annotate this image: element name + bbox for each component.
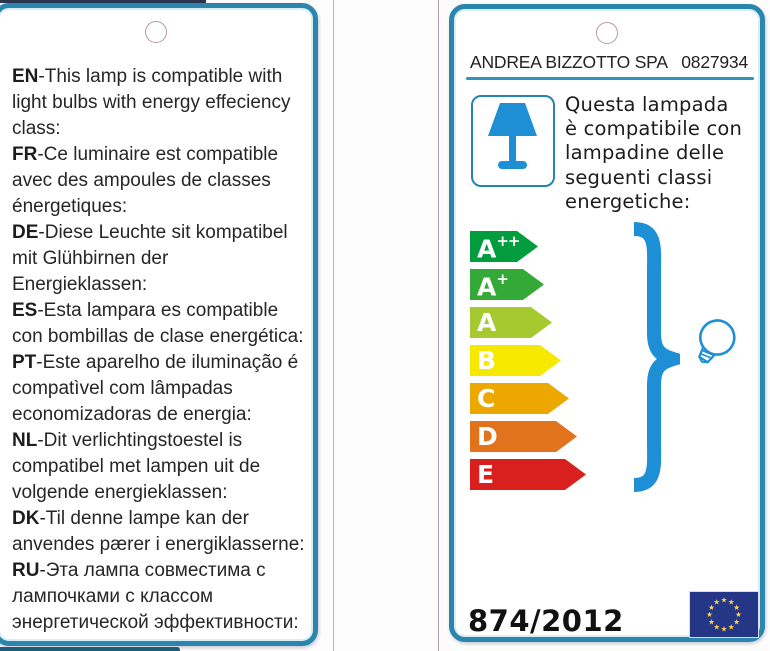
text-line: FR-Ce luminaire est compatible	[12, 144, 279, 165]
brand-name: ANDREA BIZZOTTO SPA	[470, 52, 668, 72]
text-line: avec des ampoules de classes	[12, 170, 271, 191]
adjacent-tag-edge-bottom	[0, 647, 180, 651]
text-line: лампочками с классом	[12, 586, 214, 607]
text-line: énergetiques:	[12, 196, 128, 217]
energy-label-tag: ANDREA BIZZOTTO SPA 0827934 Questa lampa…	[449, 4, 765, 642]
light-bulb-icon	[697, 319, 736, 364]
language-prefix: DE	[12, 222, 39, 243]
curly-brace-icon	[633, 222, 680, 492]
description-line: energetiche:	[565, 189, 691, 213]
svg-text:★: ★	[708, 617, 715, 626]
eu-flag-icon: ★ ★ ★ ★ ★ ★ ★ ★ ★ ★ ★ ★	[690, 592, 758, 637]
description-line: lampadine delle	[565, 141, 725, 165]
text-line: DE-Diese Leuchte sit kompatibel	[12, 222, 288, 243]
text-line: DK-Til denne lampe kan der	[12, 508, 249, 529]
energy-class-arrow: C	[470, 383, 569, 414]
description-line: Questa lampada	[565, 93, 729, 116]
svg-text:★: ★	[713, 623, 720, 632]
description-line: seguenti classi	[565, 165, 713, 189]
tag-header: ANDREA BIZZOTTO SPA 0827934	[470, 52, 748, 73]
text-line: economizadoras de energia:	[12, 404, 252, 425]
energy-class-arrow: A++	[470, 231, 538, 262]
energy-class-label: C	[477, 384, 496, 413]
language-prefix: PT	[12, 352, 37, 373]
cut-line	[438, 0, 439, 651]
energy-class-label: A++	[477, 232, 520, 264]
italian-description: Questa lampada è compatibile con lampadine…	[565, 93, 761, 214]
header-underline	[466, 77, 754, 80]
energy-class-label: B	[477, 346, 497, 375]
language-prefix: DK	[12, 508, 40, 529]
text-line: compatibel met lampen uit de	[12, 456, 261, 477]
svg-text:★: ★	[733, 617, 740, 626]
svg-text:★: ★	[706, 610, 713, 619]
punch-hole-icon	[144, 21, 167, 43]
svg-text:★: ★	[735, 610, 742, 619]
energy-class-arrow: D	[470, 421, 577, 452]
regulation-number: 874/2012	[468, 604, 624, 638]
text-line: light bulbs with energy effeciency	[12, 92, 291, 113]
svg-text:★: ★	[721, 625, 728, 634]
language-prefix: ES	[12, 300, 38, 321]
description-line: è compatibile con	[565, 117, 743, 141]
svg-text:★: ★	[708, 603, 715, 612]
text-line: class:	[12, 118, 61, 139]
text-line: PT-Este aparelho de iluminação é	[12, 352, 299, 373]
text-line: mit Glühbirnen der	[12, 248, 169, 269]
text-line: volgende energieklassen:	[12, 482, 228, 503]
energy-class-arrow: A	[470, 307, 552, 338]
language-prefix: NL	[12, 430, 38, 451]
text-line: anvendes pærer i energiklasserne:	[12, 534, 305, 555]
text-line: Energieklassen:	[12, 274, 148, 295]
language-prefix: RU	[12, 560, 40, 581]
punch-hole-icon	[596, 22, 618, 44]
text-line: EN-This lamp is compatible with	[12, 66, 283, 87]
text-line: энергетической эффективности:	[12, 612, 299, 633]
energy-class-scale: A++ A+ A B C D E	[470, 231, 586, 497]
language-prefix: FR	[12, 144, 38, 165]
language-prefix: EN	[12, 66, 39, 87]
text-line: con bombillas de clase energética:	[12, 326, 304, 347]
text-line: NL-Dit verlichtingstoestel is	[12, 430, 243, 451]
energy-class-label: A	[477, 308, 497, 337]
product-code: 0827934	[681, 52, 748, 72]
adjacent-tag-edge-top	[0, 0, 206, 3]
svg-text:★: ★	[728, 623, 735, 632]
text-line: RU-Эта лампа совместима с	[12, 560, 266, 581]
energy-class-label: D	[477, 422, 498, 451]
energy-class-label: E	[477, 460, 495, 489]
svg-text:★: ★	[728, 598, 735, 607]
svg-text:★: ★	[733, 603, 740, 612]
energy-class-label: A+	[477, 270, 508, 302]
text-line: compatìvel com lâmpadas	[12, 378, 233, 399]
energy-class-arrow: A+	[470, 269, 544, 300]
multilingual-text: EN-This lamp is compatible with light bul…	[12, 64, 310, 636]
energy-class-arrow: E	[470, 459, 586, 490]
svg-text:★: ★	[721, 596, 728, 605]
energy-class-arrow: B	[470, 345, 561, 376]
multilingual-info-tag: EN-This lamp is compatible with light bul…	[0, 3, 318, 646]
cut-line	[333, 0, 334, 651]
svg-text:★: ★	[713, 598, 720, 607]
text-line: ES-Esta lampara es compatible	[12, 300, 279, 321]
table-lamp-icon	[471, 95, 555, 187]
